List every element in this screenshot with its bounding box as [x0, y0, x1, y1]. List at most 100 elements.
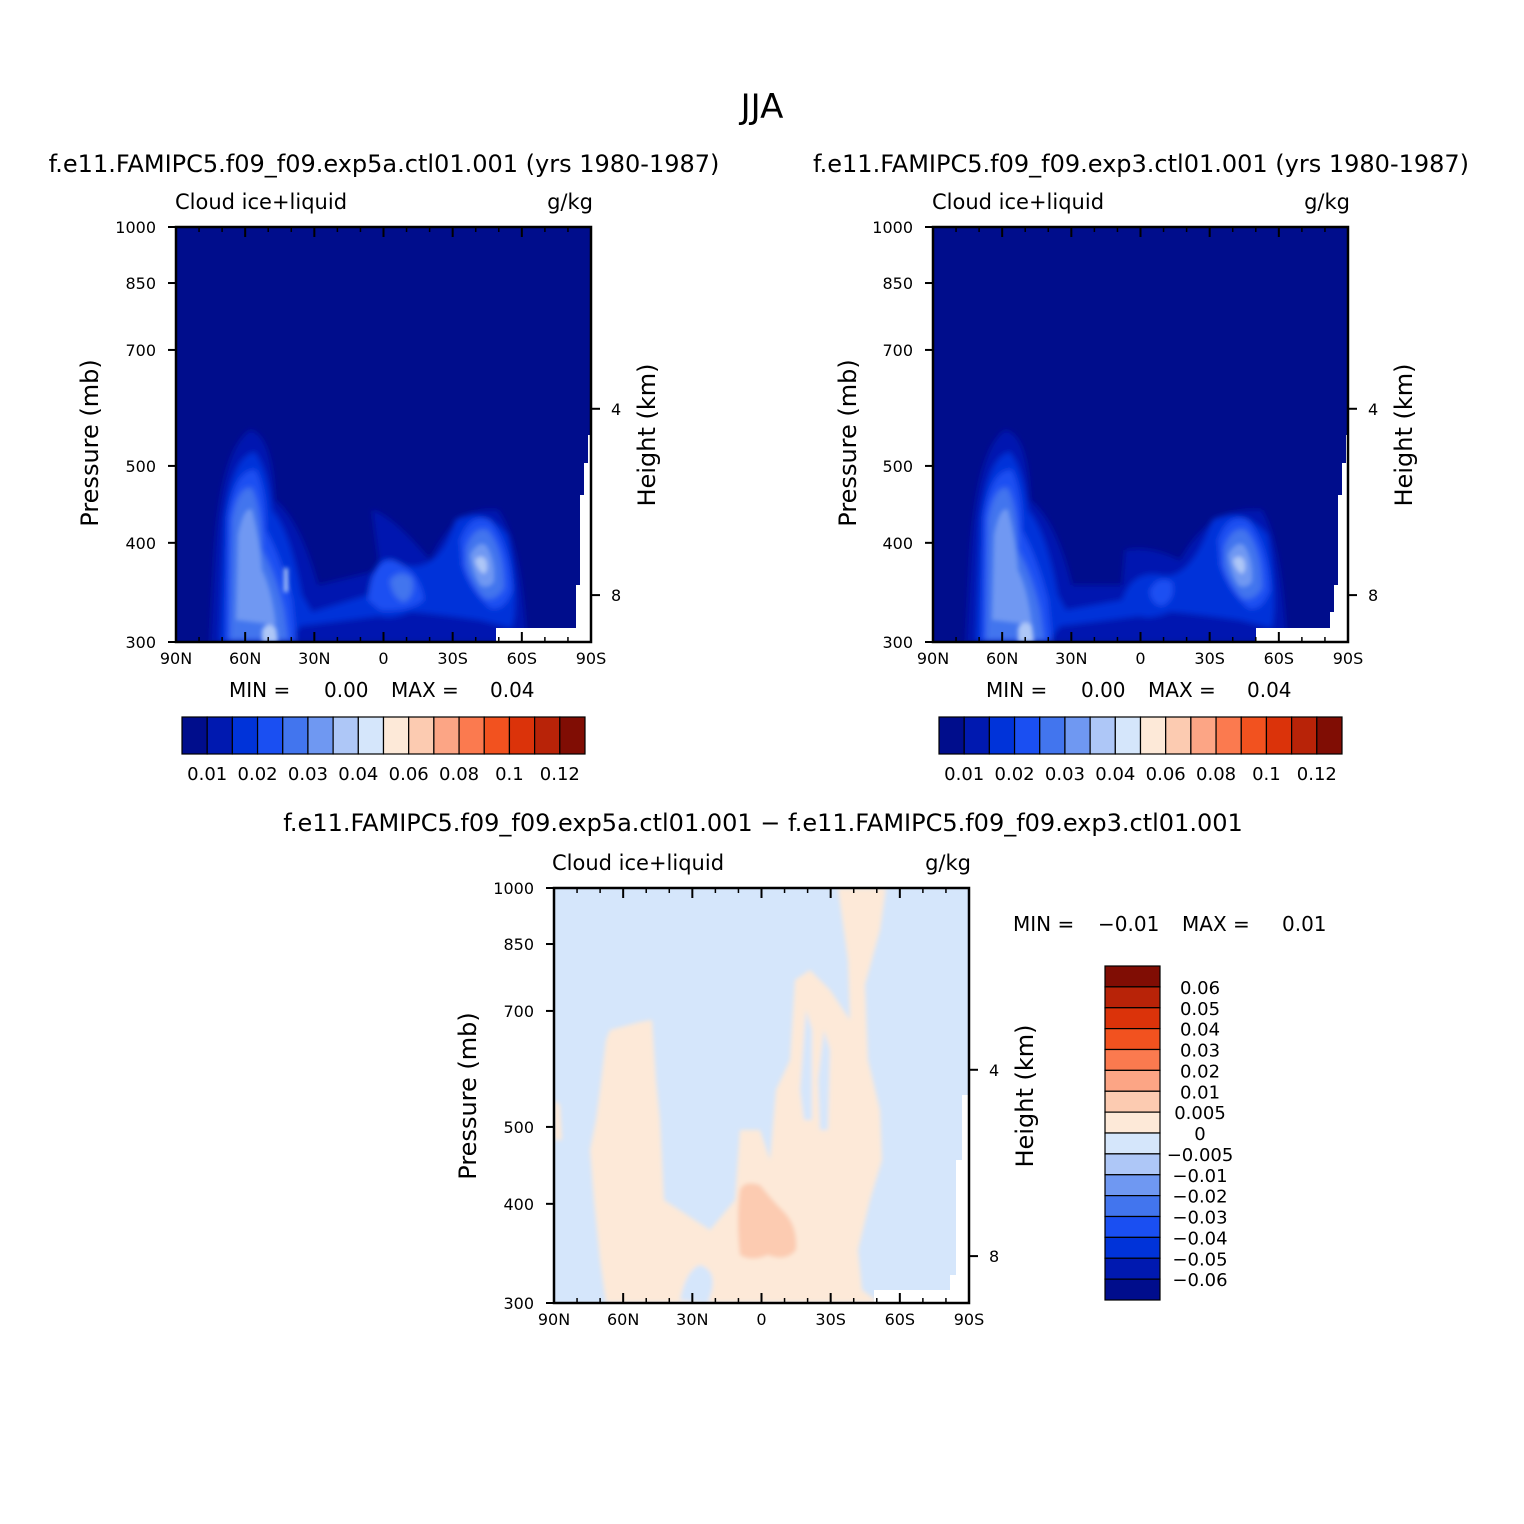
y2-tick-label: 4 — [1368, 400, 1378, 419]
contour-field — [176, 227, 591, 642]
colorbar-label: 0.02 — [995, 764, 1035, 785]
min-label: MIN = — [229, 678, 290, 702]
colorbar-box — [1104, 1007, 1161, 1030]
colorbar-label: 0.02 — [238, 764, 278, 785]
x-tick-label: 90S — [576, 649, 607, 668]
colorbar-box — [382, 716, 410, 755]
units-label: g/kg — [1304, 190, 1350, 214]
panel-title: f.e11.FAMIPC5.f09_f09.exp5a.ctl01.001 (y… — [49, 150, 720, 178]
y-tick-label: 300 — [882, 633, 913, 652]
max-value: 0.04 — [1247, 678, 1292, 702]
colorbar-box — [1104, 1195, 1161, 1218]
contour-band — [262, 624, 278, 642]
colorbar-label: 0.1 — [1252, 764, 1281, 785]
colorbar-label: 0.04 — [1095, 764, 1135, 785]
y-tick-label: 300 — [503, 1294, 534, 1313]
max-value: 0.01 — [1282, 912, 1327, 936]
contour-band — [992, 509, 1032, 625]
colorbar-box — [433, 716, 460, 755]
y-axis-label: Pressure (mb) — [834, 359, 862, 526]
colorbar-box — [1089, 716, 1116, 755]
y2-tick-label: 8 — [1368, 586, 1378, 605]
colorbar-label: 0.06 — [1180, 978, 1220, 999]
x-tick-label: 30N — [1055, 649, 1087, 668]
colorbar-box — [1104, 965, 1161, 988]
y-tick-label: 700 — [882, 341, 913, 360]
contour-band — [554, 1100, 562, 1140]
colorbar-box — [1139, 716, 1167, 755]
colorbar-box — [1265, 716, 1293, 755]
units-label: g/kg — [925, 851, 971, 875]
contour-band — [738, 1183, 797, 1259]
colorbar-box — [1104, 1257, 1161, 1280]
contour-band — [1233, 556, 1246, 574]
contour-band — [800, 1010, 812, 1120]
y2-tick-label: 8 — [989, 1247, 999, 1266]
colorbar-box — [1291, 716, 1318, 755]
min-label: MIN = — [986, 678, 1047, 702]
y-tick-label: 500 — [882, 457, 913, 476]
contour-band — [236, 509, 276, 625]
missing-data — [874, 1095, 969, 1303]
colorbar-box — [1104, 1236, 1161, 1259]
panel-exp3: f.e11.FAMIPC5.f09_f09.exp3.ctl01.001 (yr… — [813, 150, 1469, 785]
x-tick-label: 60S — [507, 649, 538, 668]
colorbar-label: 0.06 — [1146, 764, 1186, 785]
colorbar-box — [1190, 716, 1217, 755]
colorbar-box — [332, 716, 359, 755]
panel-difference: f.e11.FAMIPC5.f09_f09.exp5a.ctl01.001 − … — [283, 809, 1326, 1329]
max-value: 0.04 — [490, 678, 535, 702]
variable-label: Cloud ice+liquid — [932, 190, 1104, 214]
missing-data — [1256, 435, 1348, 642]
y-tick-label: 850 — [882, 274, 913, 293]
panel-exp5a: f.e11.FAMIPC5.f09_f09.exp5a.ctl01.001 (y… — [49, 150, 720, 785]
colorbar-box — [408, 716, 435, 755]
colorbar-box — [1215, 716, 1242, 755]
colorbar-label: −0.02 — [1172, 1187, 1227, 1208]
y-tick-label: 400 — [882, 534, 913, 553]
x-tick-label: 90N — [538, 1310, 570, 1329]
y-tick-label: 400 — [125, 534, 156, 553]
colorbar-label: 0.01 — [944, 764, 984, 785]
colorbar-box — [1316, 716, 1343, 755]
contour-band — [976, 452, 1275, 642]
contour-band — [220, 452, 516, 642]
contour-band — [818, 1030, 830, 1130]
figure-title: JJA — [739, 87, 784, 127]
y-tick-label: 1000 — [115, 218, 156, 237]
contour-band — [590, 888, 886, 1303]
colorbar-box — [307, 716, 334, 755]
x-tick-label: 90S — [1333, 649, 1364, 668]
x-tick-label: 90N — [160, 649, 192, 668]
colorbar-box — [988, 716, 1016, 755]
colorbar-box — [1165, 716, 1192, 755]
colorbar-box — [1104, 1153, 1161, 1176]
colorbar-label: 0.06 — [389, 764, 429, 785]
contour-field — [554, 888, 969, 1303]
colorbar-box — [1240, 716, 1268, 755]
contour-band — [680, 1265, 713, 1303]
colorbar-label: −0.03 — [1172, 1208, 1227, 1229]
x-tick-label: 60N — [607, 1310, 639, 1329]
colorbar-box — [534, 716, 561, 755]
colorbar-label: 0 — [1194, 1124, 1205, 1145]
colorbar-label: 0.03 — [1180, 1041, 1220, 1062]
colorbar-label: 0.01 — [187, 764, 227, 785]
x-tick-label: 0 — [378, 649, 388, 668]
y2-tick-label: 8 — [611, 586, 621, 605]
y2-axis-label: Height (km) — [1390, 364, 1418, 507]
units-label: g/kg — [547, 190, 593, 214]
colorbar-box — [1104, 1132, 1161, 1155]
x-tick-label: 60S — [885, 1310, 916, 1329]
colorbar-box — [1064, 716, 1091, 755]
contour-band — [390, 573, 413, 602]
x-tick-label: 30N — [298, 649, 330, 668]
colorbar-label: −0.01 — [1172, 1166, 1227, 1187]
colorbar-label: −0.04 — [1172, 1228, 1227, 1249]
max-label: MAX = — [391, 678, 459, 702]
colorbar-box — [559, 716, 586, 755]
colorbar-label: 0.02 — [1180, 1061, 1220, 1082]
colorbar-label: 0.03 — [1045, 764, 1085, 785]
y-axis-label: Pressure (mb) — [76, 359, 104, 526]
x-tick-label: 60S — [1264, 649, 1295, 668]
